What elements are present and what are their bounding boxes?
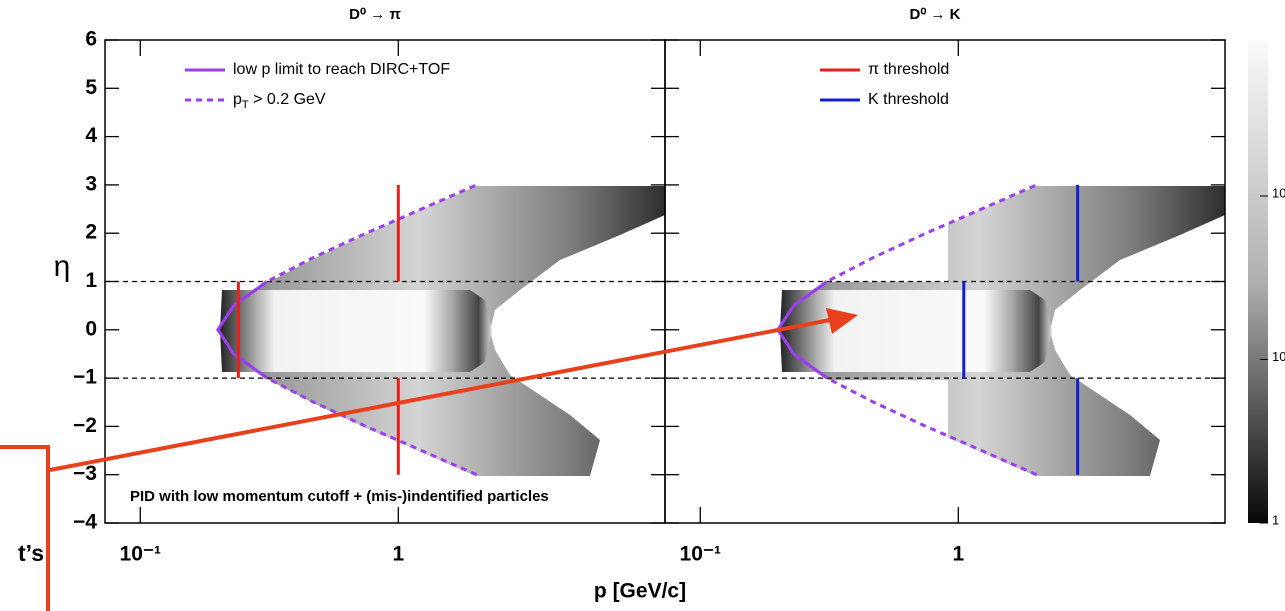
panel-title: D⁰ → π: [349, 6, 401, 23]
colorbar: [1248, 40, 1268, 523]
y-tick-label: 6: [85, 28, 97, 51]
y-tick-label: 0: [85, 317, 97, 340]
x-tick-label: 10⁻¹: [680, 543, 721, 566]
histogram-gap: [827, 380, 1030, 476]
x-tick-label: 1: [952, 543, 964, 566]
y-tick-label: −4: [73, 511, 97, 534]
series-line: [962, 184, 1080, 475]
y-tick-label: −1: [73, 366, 97, 389]
panel-title: D⁰ → K: [909, 6, 960, 23]
histogram-left: [218, 186, 665, 476]
legend-label: K threshold: [868, 91, 949, 108]
histogram-core: [780, 290, 1052, 372]
histogram-core: [220, 290, 492, 372]
x-tick-label: 10⁻¹: [120, 543, 161, 566]
overlay-arrow: [49, 318, 831, 472]
annotation: PID with low momentum cutoff + (mis-)ind…: [130, 488, 549, 505]
y-tick-label: 3: [85, 172, 97, 195]
y-tick-label: 5: [85, 76, 97, 99]
overlay-text: t’s: [18, 540, 44, 566]
y-tick-label: 1: [85, 269, 97, 292]
x-axis-label: p [GeV/c]: [594, 580, 686, 603]
y-tick-label: 4: [85, 124, 97, 147]
y-tick-label: 2: [85, 221, 97, 244]
z-tick-label: 1: [1272, 512, 1279, 527]
y-tick-label: −2: [73, 414, 97, 437]
callout-box: [0, 445, 50, 611]
series-line: [236, 184, 400, 475]
z-tick-label: 10²: [1272, 185, 1285, 200]
histogram-gap: [827, 186, 1030, 282]
legend-label: π threshold: [868, 61, 949, 78]
legend-label: pT > 0.2 GeV: [233, 91, 326, 111]
z-tick-label: 10: [1272, 349, 1285, 364]
series-line: [216, 183, 478, 477]
histogram-right: [778, 186, 1225, 476]
y-axis-label: η: [54, 250, 71, 283]
legend-label: low p limit to reach DIRC+TOF: [233, 61, 450, 78]
y-tick-label: −3: [73, 462, 97, 485]
overlay-arrowhead: [826, 308, 858, 334]
x-tick-label: 1: [392, 543, 404, 566]
